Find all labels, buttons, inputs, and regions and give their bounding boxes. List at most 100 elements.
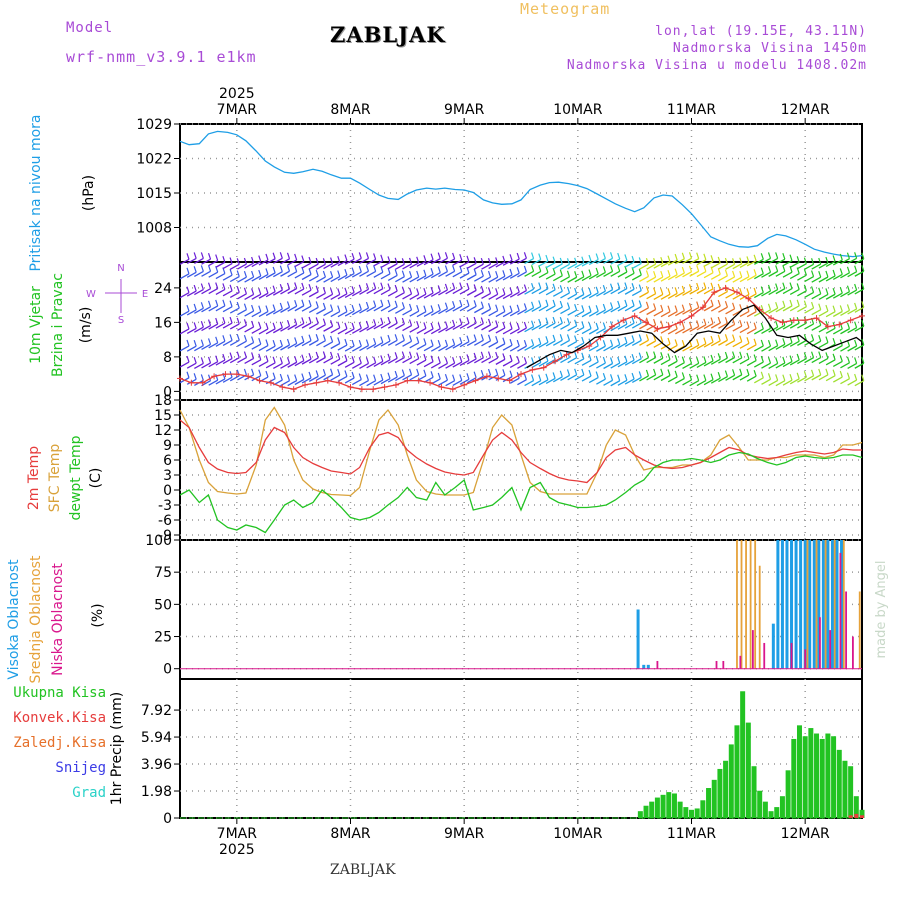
wind-barb xyxy=(459,374,463,381)
precip-bar-total xyxy=(683,807,689,818)
wind-barb xyxy=(200,320,204,328)
wind-barb xyxy=(703,341,714,348)
wind-barb xyxy=(811,374,822,381)
wind-barb xyxy=(437,372,441,380)
wind-barb xyxy=(402,293,412,300)
wind-barb xyxy=(294,374,298,381)
wind-barb xyxy=(832,376,843,383)
wind-barb xyxy=(273,289,283,296)
wind-barb xyxy=(387,283,391,290)
wind-barb xyxy=(754,292,764,299)
wind-barb xyxy=(308,275,319,282)
wind-barb xyxy=(473,352,477,360)
wind-barb xyxy=(789,359,800,366)
wind-barb xyxy=(804,323,814,330)
wind-barb xyxy=(215,355,219,362)
wind-barb xyxy=(179,345,190,352)
wind-barb xyxy=(559,334,563,341)
wind-barb xyxy=(639,375,649,382)
wind-barb xyxy=(337,293,348,300)
wind-barb xyxy=(430,362,441,369)
wind-barb xyxy=(567,374,577,381)
wind-barb xyxy=(502,321,506,329)
precip-bar-total xyxy=(677,801,683,818)
precip-bar-total xyxy=(836,749,842,818)
wind-barb xyxy=(466,317,470,324)
wind-barb xyxy=(718,322,728,329)
wind-barb xyxy=(789,282,793,289)
wind-barb xyxy=(761,362,771,369)
wind-barb xyxy=(280,306,290,313)
wind-barb xyxy=(351,327,362,334)
cloud-bar-2 xyxy=(715,660,718,669)
wind-barb xyxy=(775,258,786,265)
wind-barb xyxy=(258,259,269,266)
wind-barb xyxy=(229,352,233,359)
wind-barb xyxy=(717,268,721,275)
wind-barb xyxy=(675,272,685,279)
wind-barb xyxy=(186,327,197,334)
wind-barb xyxy=(624,359,635,366)
wind-barb xyxy=(380,355,384,362)
wind-barb xyxy=(724,269,728,277)
wind-barb xyxy=(186,257,197,265)
wind-barb xyxy=(286,282,291,290)
wind-barb xyxy=(602,252,606,259)
wind-barb xyxy=(423,361,434,368)
wind-barb xyxy=(653,257,657,265)
ytick-label-wind: 0 xyxy=(163,384,172,400)
wind-barb xyxy=(517,379,527,386)
xtick-label-top: 7MAR xyxy=(217,102,258,118)
wind-barb xyxy=(251,288,255,295)
wind-barb xyxy=(380,305,391,312)
wind-barb xyxy=(344,258,355,265)
wind-barb xyxy=(502,328,513,335)
wind-barb xyxy=(681,304,685,311)
wind-barb xyxy=(473,257,477,264)
wind-barb xyxy=(251,352,255,359)
wind-barb xyxy=(703,272,714,279)
wind-barb xyxy=(631,283,635,290)
xtick-label-top: 9MAR xyxy=(444,102,485,118)
wind-barb xyxy=(552,372,556,379)
wind-barb xyxy=(840,378,850,385)
wind-barb xyxy=(840,328,850,335)
wind-barb xyxy=(222,339,233,346)
wind-barb xyxy=(495,343,506,350)
wind-barb xyxy=(444,283,449,291)
wind-barb xyxy=(408,351,413,358)
wind-barb xyxy=(495,261,506,268)
wind-barb xyxy=(746,359,757,367)
wind-barb xyxy=(272,322,276,329)
xtick-label-top: 11MAR xyxy=(667,102,716,118)
wind-barb xyxy=(667,269,671,277)
wind-barb xyxy=(251,375,262,382)
wind-barb xyxy=(401,286,405,293)
wind-barb xyxy=(775,343,786,350)
wind-barb xyxy=(818,262,829,269)
wind-barb xyxy=(294,341,305,348)
wind-barb xyxy=(474,339,484,346)
wind-barb xyxy=(222,335,226,342)
wind-barb xyxy=(423,322,427,329)
wind-barb xyxy=(495,320,499,327)
wind-barb xyxy=(344,345,355,352)
ytick-label-clouds: 75 xyxy=(154,565,172,581)
wind-barb xyxy=(502,259,513,266)
wind-barb xyxy=(775,306,786,313)
precip-ylabel: 1hr Precip (mm) xyxy=(109,692,125,805)
wind-barb xyxy=(682,289,692,296)
wind-barb xyxy=(681,339,685,347)
wind-barb xyxy=(351,371,355,379)
wind-barb xyxy=(330,327,341,334)
wind-barb xyxy=(854,283,858,291)
precip-bar-total xyxy=(796,725,802,818)
compass-north: N xyxy=(117,263,124,274)
wind-barb xyxy=(696,282,700,290)
wind-barb xyxy=(667,311,678,318)
precip-bar-total xyxy=(819,738,825,818)
wind-barb xyxy=(430,268,434,275)
wind-barb xyxy=(631,339,642,347)
wind-barb xyxy=(588,287,592,295)
wind-barb xyxy=(810,258,815,265)
